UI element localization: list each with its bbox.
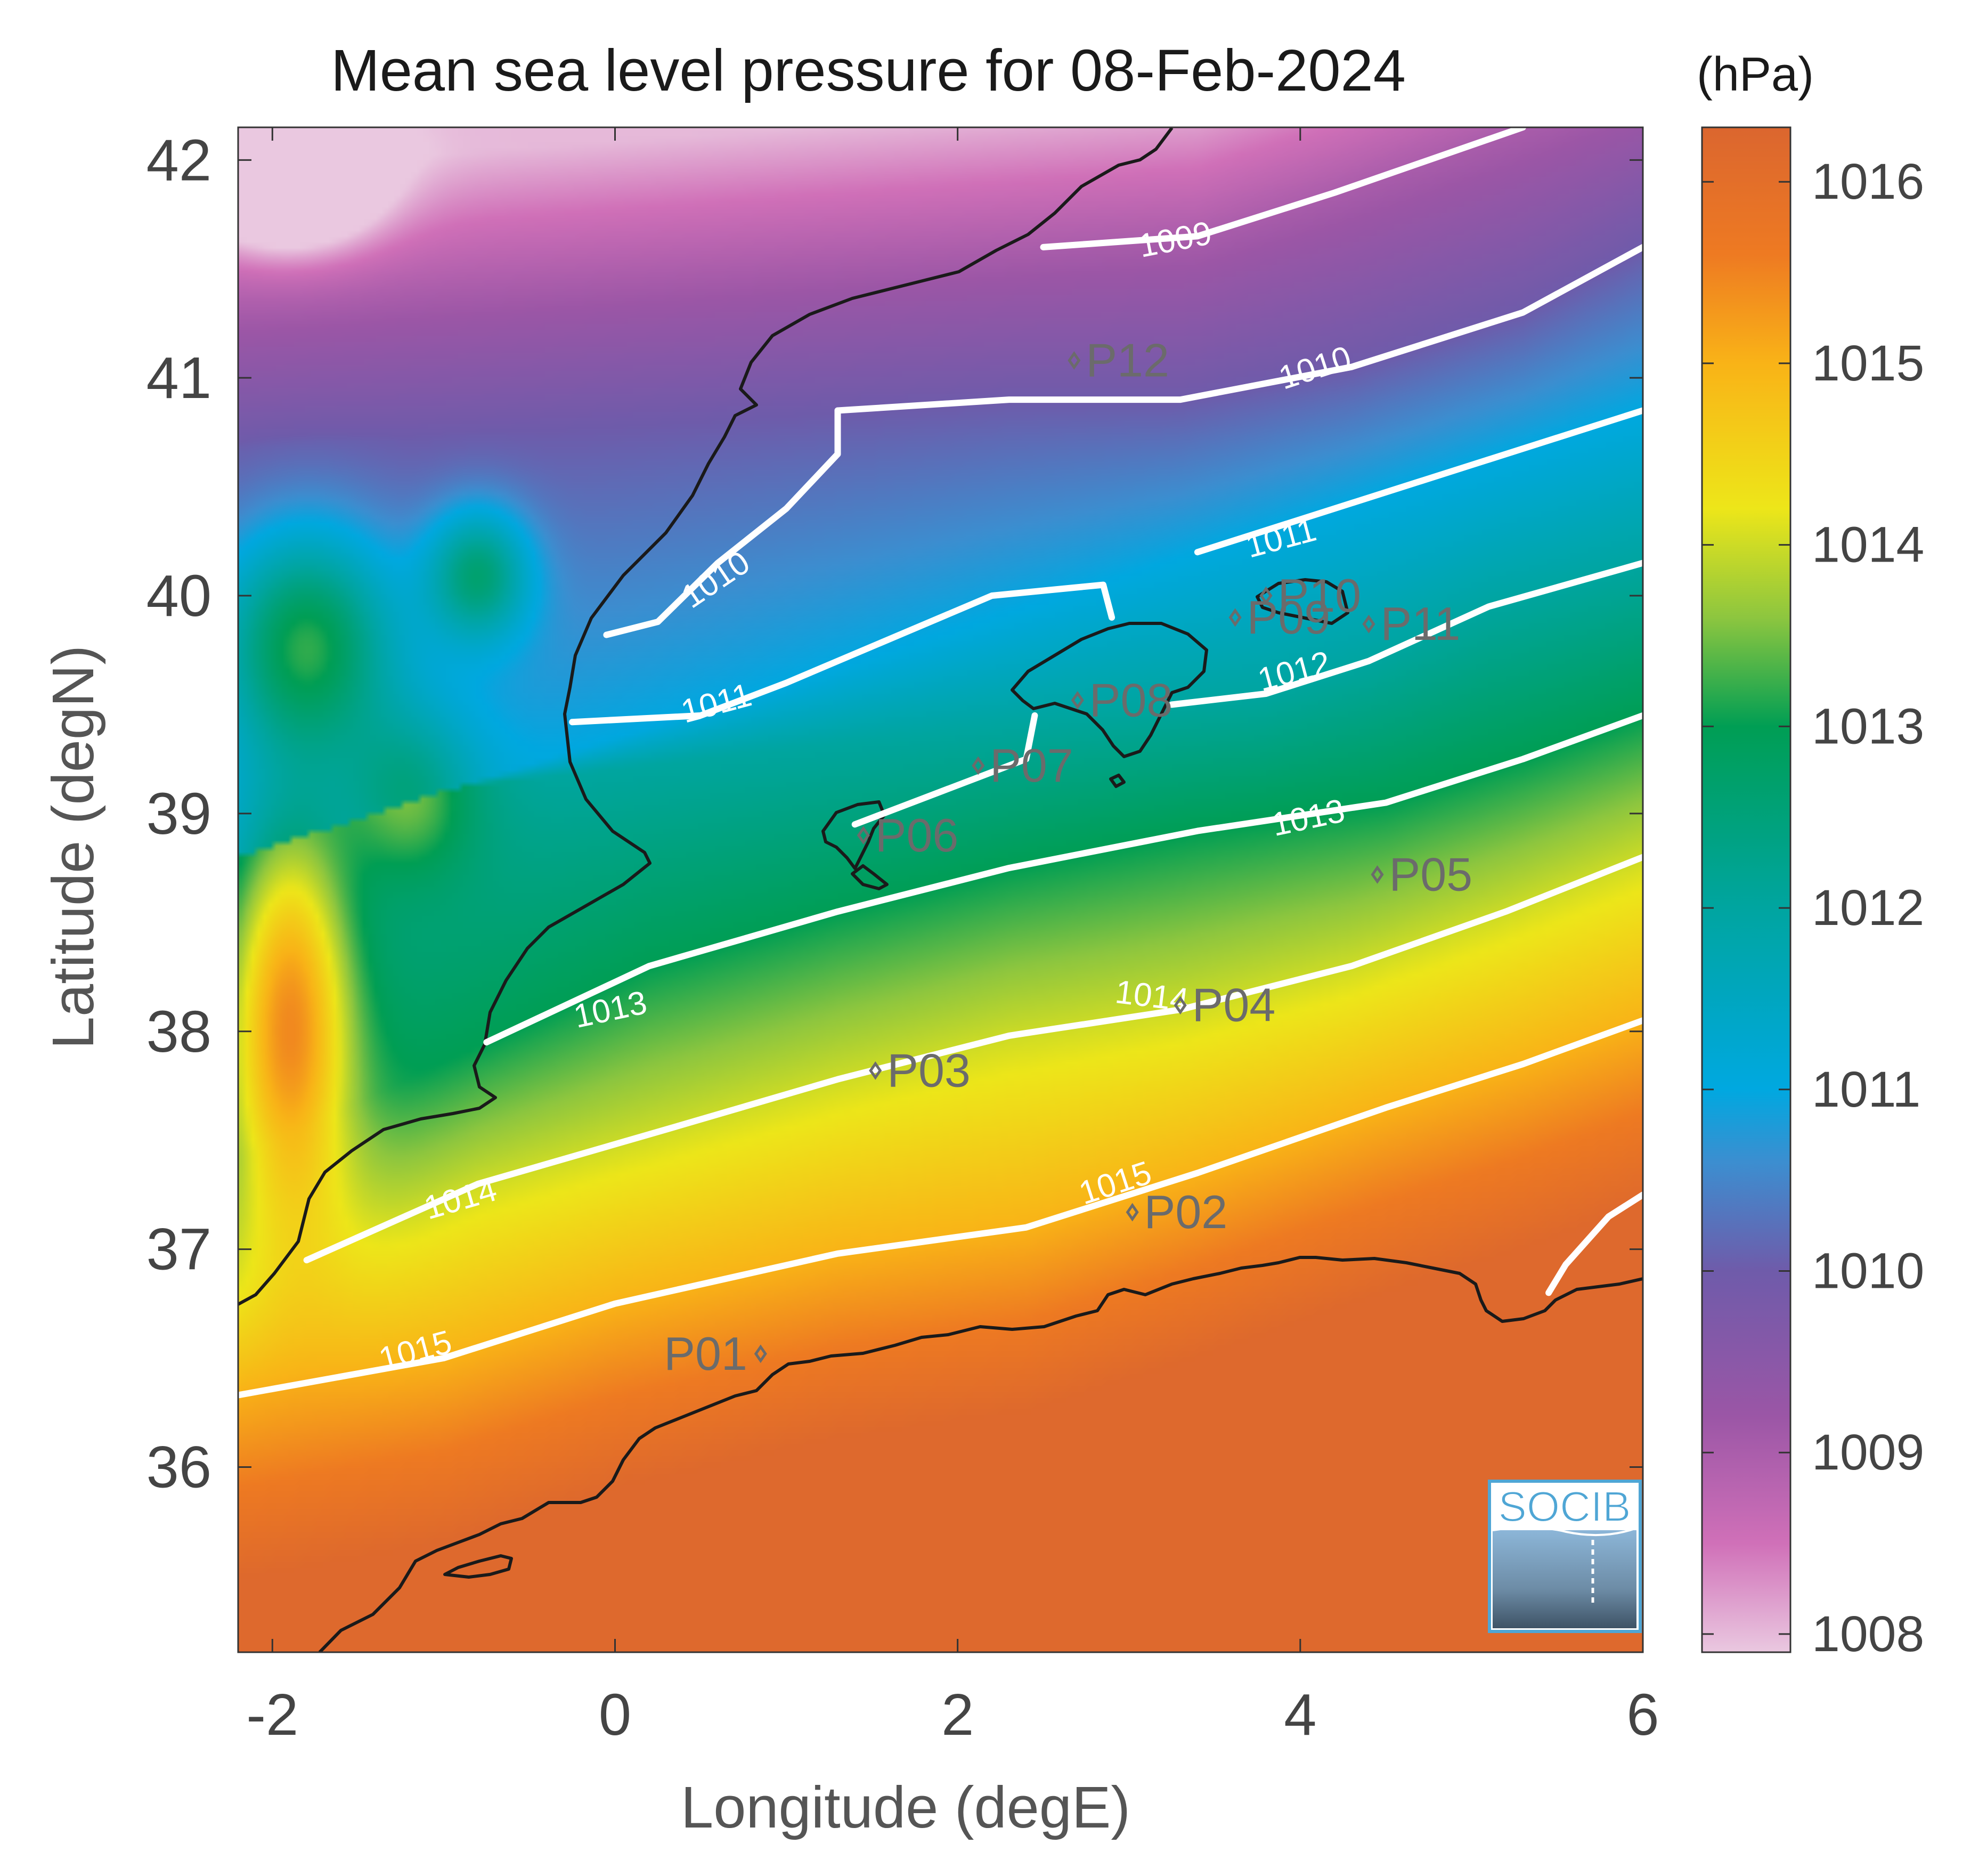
isobar-line: [1545, 1191, 1643, 1296]
socib-logo-wave: [1492, 1526, 1637, 1537]
isobar-line: [834, 243, 1643, 414]
colorbar-units: (hPa): [1697, 48, 1814, 101]
station-label: P01: [664, 1327, 747, 1380]
coastlines: [238, 127, 1643, 1652]
isobar-line: [1168, 559, 1643, 708]
colorbar-ticks: 1008 1009 1010 1011 1012 1013 1014 1015 1016: [1702, 153, 1924, 1662]
socib-logo-sea: [1493, 1530, 1636, 1628]
y-tick-label: 39: [146, 781, 211, 847]
pressure-heatmap: [238, 127, 1643, 1652]
station-marker: [869, 1061, 882, 1080]
x-tick-label: 2: [941, 1682, 974, 1748]
plot-frame: [237, 126, 1644, 1653]
chart-title: Mean sea level pressure for 08-Feb-2024: [331, 38, 1406, 103]
coastline-cabrera: [1109, 774, 1126, 788]
station-label: P08: [1089, 673, 1173, 726]
y-tick-label: 36: [146, 1434, 211, 1500]
station-marker: [972, 756, 985, 775]
colorbar-tick-label: 1016: [1812, 153, 1924, 210]
socib-logo-text: SOCIB: [1499, 1483, 1631, 1530]
isobar-line: [569, 581, 1115, 726]
colorbar-tick-label: 1009: [1812, 1424, 1924, 1481]
x-tick-label: 6: [1626, 1682, 1659, 1748]
isobar-line: [483, 712, 1643, 1046]
coastline-menorca: [1256, 578, 1349, 625]
station-label: P05: [1389, 848, 1473, 900]
isobar-line: [238, 1017, 1643, 1399]
coastline-ibiza: [821, 800, 886, 870]
isobar-contours: [238, 127, 1643, 1399]
isobar-labels: 1009 1010 1010 1011 1011 1012 1013 1013 …: [375, 215, 1356, 1378]
station-label: P09: [1247, 591, 1331, 644]
colorbar-tick-label: 1014: [1812, 517, 1924, 573]
colorbar-tick-label: 1013: [1812, 698, 1924, 754]
colorbar-tick-label: 1008: [1812, 1606, 1924, 1662]
colorbar: [1701, 126, 1791, 1653]
station-label: P07: [990, 739, 1073, 792]
isobar-line: [1040, 127, 1526, 250]
colorbar-tick-label: 1012: [1812, 880, 1924, 936]
station-marker: [1068, 351, 1081, 370]
station-label: P02: [1144, 1185, 1228, 1238]
station-label: P04: [1192, 979, 1276, 1032]
station-marker: [1371, 865, 1384, 884]
station-label: P03: [887, 1044, 971, 1097]
coastline-africa: [318, 1256, 1643, 1652]
socib-logo: SOCIB: [1488, 1480, 1642, 1633]
station-label: P06: [875, 809, 959, 862]
y-axis-label: Latitude (degN): [40, 645, 106, 1049]
y-tick-label: 42: [146, 127, 211, 193]
station-label: P10: [1278, 569, 1362, 622]
station-marker: [1259, 586, 1273, 605]
station-marker: [754, 1344, 767, 1363]
station-label: P12: [1086, 334, 1169, 386]
station-label: P11: [1380, 597, 1460, 650]
x-tick-label: 0: [599, 1682, 631, 1748]
y-tick-label: 41: [146, 345, 211, 411]
y-tick-label: 40: [146, 563, 211, 629]
station-marker: [857, 826, 870, 845]
coastline-alboran-island: [443, 1554, 513, 1579]
x-tick-label: 4: [1284, 1682, 1316, 1748]
x-axis-ticks: -2 0 2 4 6: [246, 127, 1659, 1748]
coastline-formentera: [851, 864, 889, 890]
isobar-line: [851, 712, 1038, 828]
station-marker: [1228, 608, 1242, 627]
station-marker: [1126, 1203, 1139, 1222]
coastline-mallorca: [1011, 622, 1208, 758]
y-tick-label: 37: [146, 1217, 211, 1282]
y-axis-ticks: 36 37 38 39 40 41 42: [146, 127, 1643, 1500]
isobar-line: [603, 407, 841, 638]
pressure-field: [238, 127, 1643, 1652]
colorbar-tick-label: 1011: [1812, 1061, 1920, 1118]
x-tick-label: -2: [246, 1682, 298, 1748]
x-axis-label: Longitude (degE): [681, 1775, 1130, 1840]
colorbar-tick-label: 1015: [1812, 335, 1924, 392]
y-tick-label: 38: [146, 999, 211, 1065]
contour-label: 1014: [1113, 973, 1191, 1019]
isobar-line: [1194, 407, 1643, 556]
station-marker: [1362, 614, 1375, 634]
station-marker: [1174, 996, 1187, 1015]
colorbar-tick-label: 1010: [1812, 1243, 1924, 1300]
coastline-iberia: [238, 127, 1174, 1306]
station-marker: [1071, 691, 1084, 710]
isobar-line: [303, 854, 1643, 1264]
